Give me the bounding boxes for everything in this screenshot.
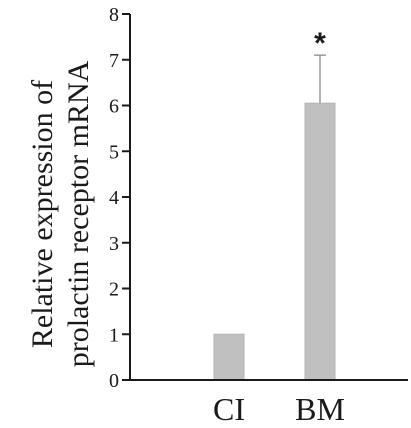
y-tick-label: 8 — [109, 4, 119, 26]
y-tick-label: 2 — [109, 279, 119, 301]
significance-markers: * — [314, 27, 326, 60]
x-category-label: BM — [295, 391, 345, 427]
x-axis-category-labels: CI BM — [213, 391, 345, 427]
bar — [304, 102, 336, 381]
error-bars — [314, 54, 326, 104]
y-tick-label: 3 — [109, 233, 119, 255]
y-tick-label: 1 — [109, 324, 119, 346]
y-tick-label: 4 — [109, 187, 119, 209]
y-tick-label: 7 — [109, 50, 119, 72]
bar — [213, 333, 245, 381]
bars — [213, 102, 336, 381]
significance-marker: * — [314, 27, 326, 60]
y-axis-title-line-2: prolactin receptor mRNA — [62, 60, 95, 367]
y-axis-title: Relative expression of prolactin recepto… — [26, 60, 95, 367]
y-tick-label: 0 — [109, 370, 119, 392]
y-tick-label: 5 — [109, 141, 119, 163]
y-axis-ticks: 0 1 2 3 4 5 6 7 8 — [109, 4, 130, 392]
x-category-label: CI — [213, 391, 245, 427]
y-tick-label: 6 — [109, 96, 119, 118]
y-axis-title-line-1: Relative expression of — [26, 80, 59, 348]
